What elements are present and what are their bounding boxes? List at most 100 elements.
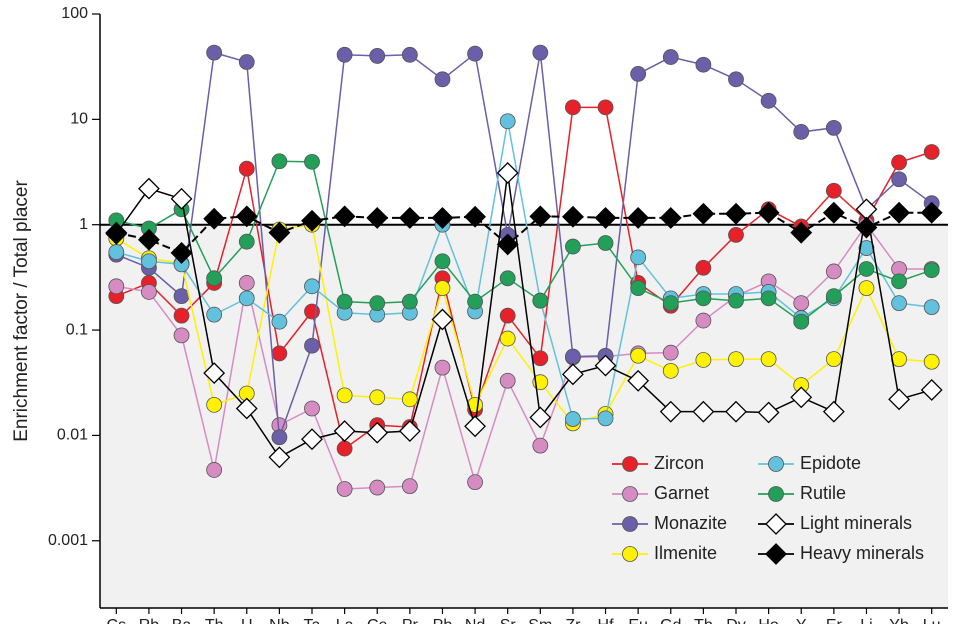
y-tick-label: 0.01 bbox=[57, 427, 88, 444]
data-point bbox=[923, 144, 940, 160]
data-point bbox=[793, 313, 810, 330]
x-tick-label: Nd bbox=[465, 617, 485, 624]
legend-marker bbox=[768, 456, 784, 472]
y-axis-label: Enrichment factor / Total placer bbox=[11, 180, 32, 442]
data-point bbox=[662, 49, 679, 65]
data-point bbox=[431, 308, 454, 331]
data-point bbox=[728, 227, 744, 243]
data-point bbox=[203, 207, 226, 230]
data-point bbox=[238, 54, 255, 70]
x-tick-label: La bbox=[336, 617, 354, 624]
data-point bbox=[206, 396, 223, 413]
data-point bbox=[565, 238, 581, 255]
x-tick-label: Yb bbox=[889, 617, 909, 624]
x-tick-label: Pb bbox=[433, 617, 453, 624]
data-point bbox=[336, 481, 353, 497]
x-tick-label: Ba bbox=[172, 617, 192, 624]
data-point bbox=[597, 99, 614, 116]
data-point bbox=[336, 293, 353, 310]
data-point bbox=[333, 205, 356, 228]
x-tick-label: Li bbox=[860, 617, 872, 624]
data-point bbox=[467, 474, 483, 491]
data-point bbox=[434, 71, 451, 88]
data-point bbox=[793, 295, 810, 312]
data-point bbox=[271, 153, 288, 170]
data-point bbox=[822, 400, 845, 423]
x-tick-label: Ta bbox=[304, 617, 321, 624]
data-point bbox=[630, 66, 647, 82]
data-point bbox=[659, 206, 682, 229]
data-point bbox=[695, 259, 712, 276]
series bbox=[105, 162, 943, 469]
data-point bbox=[888, 388, 910, 411]
x-tick-label: Lu bbox=[923, 617, 941, 624]
data-point bbox=[401, 293, 418, 310]
data-point bbox=[760, 351, 777, 368]
data-point bbox=[662, 344, 679, 361]
data-point bbox=[923, 299, 940, 316]
data-point bbox=[238, 275, 255, 291]
data-point bbox=[398, 420, 421, 442]
data-point bbox=[398, 206, 421, 229]
data-point bbox=[173, 327, 190, 344]
x-tick-label: Gd bbox=[660, 617, 681, 624]
data-point bbox=[369, 295, 386, 312]
data-point bbox=[825, 263, 842, 280]
data-point bbox=[203, 362, 226, 385]
data-point bbox=[304, 153, 320, 170]
x-tick-label: Cs bbox=[107, 617, 127, 624]
data-point bbox=[235, 397, 258, 420]
x-tick-label: Ce bbox=[367, 617, 388, 624]
data-point bbox=[105, 221, 128, 244]
data-point bbox=[825, 351, 842, 368]
data-point bbox=[695, 290, 712, 307]
data-point bbox=[434, 280, 451, 297]
data-point bbox=[238, 160, 255, 177]
data-point bbox=[757, 401, 780, 424]
data-point bbox=[173, 307, 190, 324]
data-point bbox=[369, 389, 386, 406]
data-point bbox=[496, 233, 519, 256]
data-point bbox=[138, 228, 160, 251]
data-point bbox=[920, 379, 943, 401]
x-tick-label: Sr bbox=[500, 617, 517, 624]
data-point bbox=[301, 209, 323, 232]
data-point bbox=[562, 205, 584, 228]
data-point bbox=[369, 479, 386, 496]
x-tick-label: Zr bbox=[565, 617, 581, 624]
y-tick-label: 0.001 bbox=[48, 532, 88, 549]
data-point bbox=[891, 295, 907, 312]
data-point bbox=[336, 440, 353, 457]
y-tick-label: 1 bbox=[79, 216, 88, 233]
legend-label: Monazite bbox=[654, 513, 727, 533]
data-point bbox=[336, 46, 353, 63]
data-point bbox=[923, 353, 940, 370]
x-tick-label: Th bbox=[205, 617, 224, 624]
data-point bbox=[499, 372, 516, 389]
y-tick-label: 10 bbox=[70, 111, 88, 128]
data-point bbox=[333, 420, 356, 442]
series-line bbox=[116, 211, 932, 255]
data-point bbox=[206, 462, 223, 478]
data-point bbox=[499, 113, 516, 130]
legend-marker bbox=[622, 456, 638, 472]
data-point bbox=[760, 92, 777, 109]
y-tick-label: 100 bbox=[61, 5, 88, 22]
data-point bbox=[499, 330, 516, 347]
data-point bbox=[662, 362, 679, 379]
x-tick-label: Rb bbox=[139, 617, 160, 624]
data-point bbox=[206, 44, 223, 61]
data-point bbox=[594, 354, 617, 377]
data-point bbox=[692, 400, 715, 423]
data-point bbox=[366, 421, 389, 444]
data-point bbox=[336, 387, 353, 404]
data-point bbox=[888, 201, 910, 224]
data-point bbox=[627, 369, 650, 392]
data-point bbox=[366, 206, 389, 229]
data-point bbox=[725, 400, 747, 423]
legend-label: Epidote bbox=[800, 453, 861, 473]
legend-label: Ilmenite bbox=[654, 543, 717, 563]
series bbox=[105, 201, 943, 264]
data-point bbox=[760, 290, 777, 307]
data-point bbox=[692, 202, 715, 225]
